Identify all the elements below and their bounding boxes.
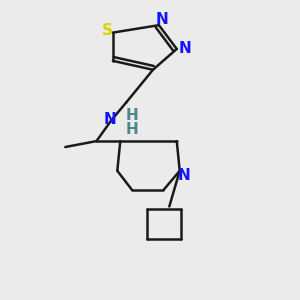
- Text: H: H: [126, 122, 139, 137]
- Text: N: N: [178, 168, 190, 183]
- Text: S: S: [101, 23, 112, 38]
- Text: N: N: [155, 12, 168, 27]
- Text: H: H: [126, 108, 139, 123]
- Text: N: N: [103, 112, 116, 127]
- Text: N: N: [179, 41, 191, 56]
